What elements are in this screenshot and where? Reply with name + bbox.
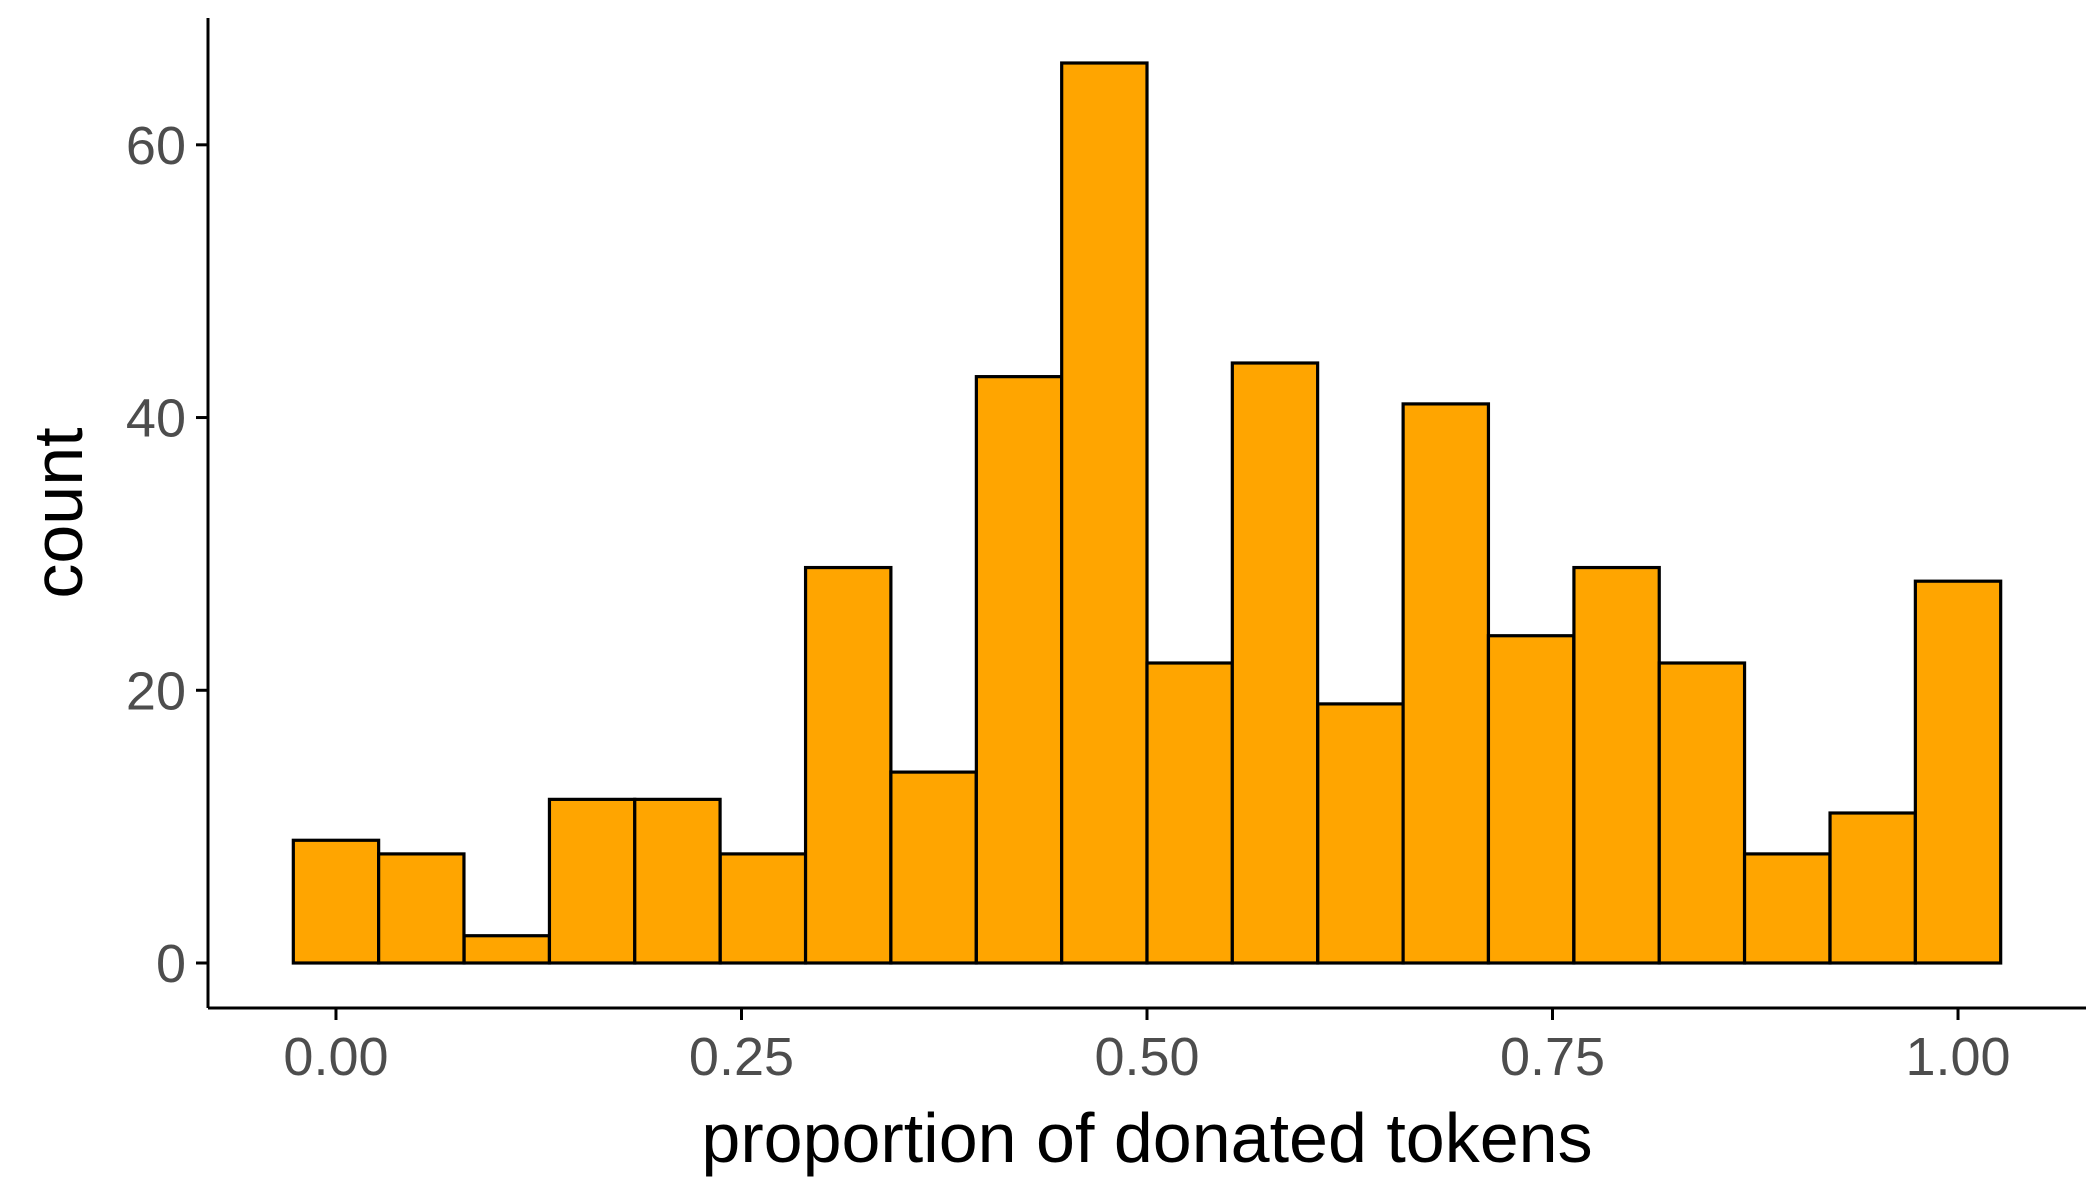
histogram-bar	[633, 797, 722, 965]
x-tick-label: 0.00	[283, 1027, 388, 1087]
histogram-bar	[1486, 634, 1576, 965]
histogram-bar	[1572, 565, 1661, 965]
y-tick-label: 40	[126, 389, 186, 449]
histogram-bar	[1913, 579, 2003, 965]
histogram-bar	[377, 852, 466, 965]
histogram-bar	[1828, 811, 1917, 965]
x-tick-label: 1.00	[1905, 1027, 2010, 1087]
histogram-bar	[1742, 852, 1832, 965]
histogram-bar	[974, 375, 1064, 965]
y-tick-label: 20	[126, 661, 186, 721]
x-tick-label: 0.50	[1094, 1027, 1199, 1087]
histogram-bar	[718, 852, 808, 965]
x-axis-title: proportion of donated tokens	[701, 1099, 1592, 1177]
histogram-bar	[1145, 661, 1234, 965]
y-tick-label: 0	[156, 934, 186, 994]
histogram-bar	[1401, 402, 1491, 965]
x-tick-label: 0.25	[689, 1027, 794, 1087]
histogram-bar	[462, 934, 552, 965]
histogram-bar	[1316, 702, 1405, 965]
histogram-bar	[547, 797, 637, 965]
x-ticks-group: 0.00 0.25 0.50 0.75 1.00	[283, 1008, 2011, 1087]
histogram-bar	[1230, 361, 1320, 965]
y-axis-title: count	[19, 427, 97, 598]
x-tick-label: 0.75	[1500, 1027, 1605, 1087]
histogram-bar	[803, 565, 893, 965]
y-ticks-group: 0 20 40 60	[126, 116, 208, 994]
histogram-bar	[291, 838, 381, 965]
histogram-bar	[1060, 61, 1149, 965]
y-tick-label: 60	[126, 116, 186, 176]
histogram-bar	[1657, 661, 1747, 965]
bars-group	[291, 61, 2003, 965]
histogram-bar	[889, 770, 978, 965]
